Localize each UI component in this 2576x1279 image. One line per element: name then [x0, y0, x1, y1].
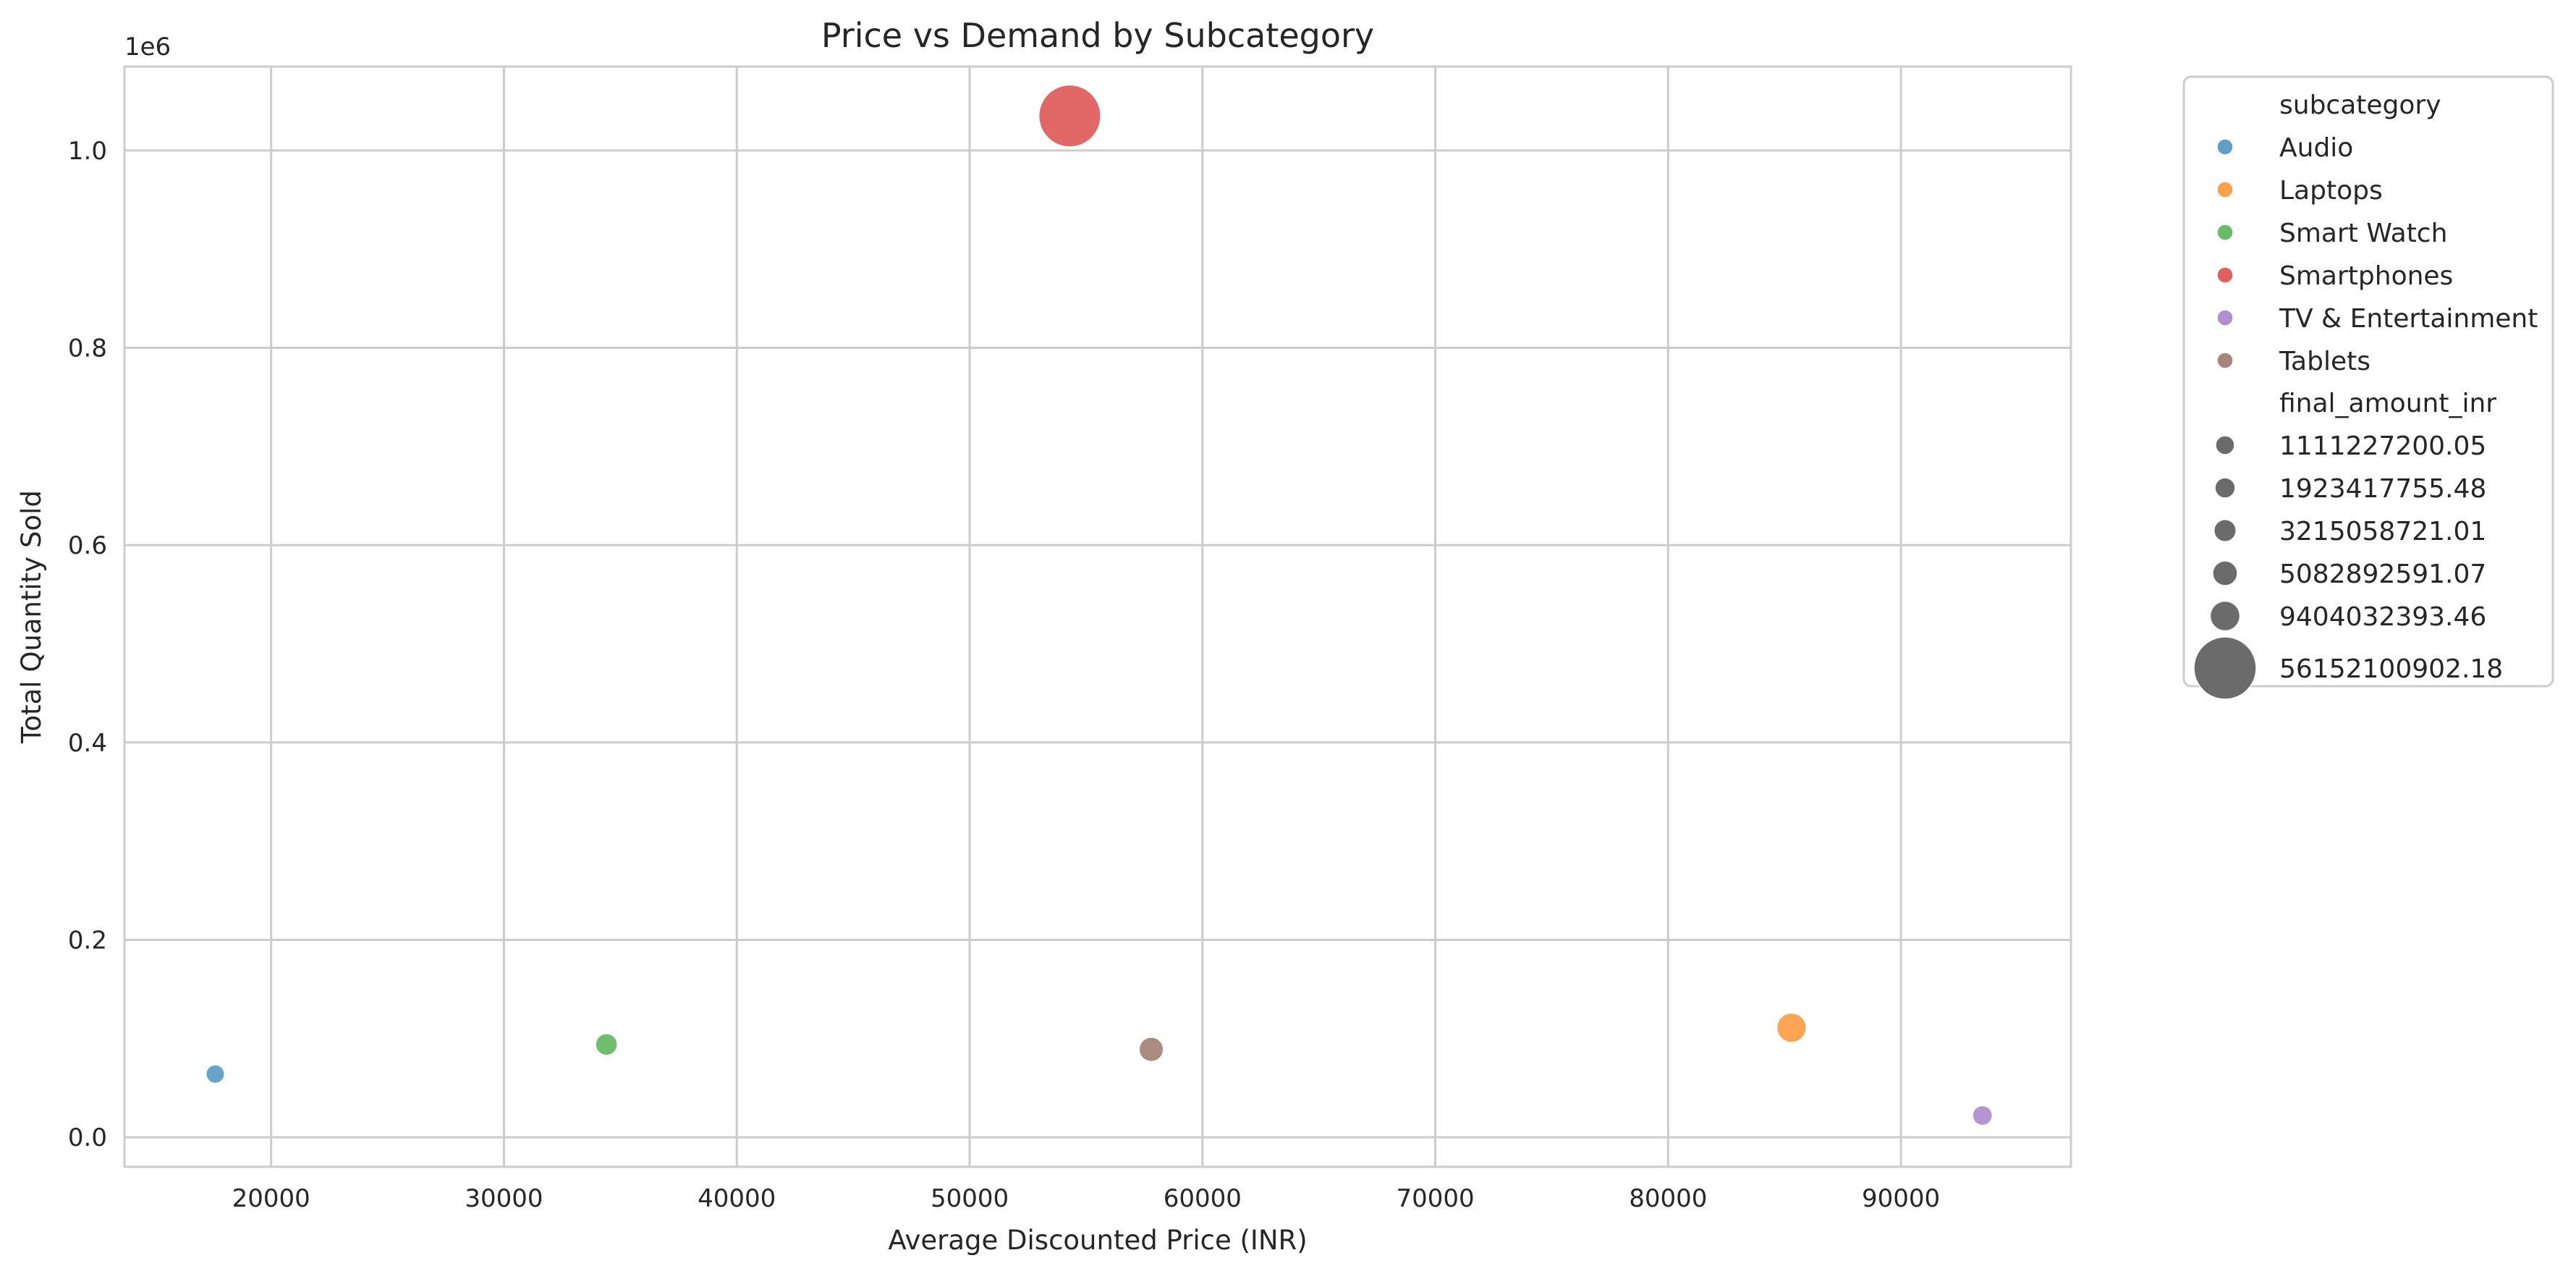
legend-marker-laptops: [2216, 181, 2234, 198]
y-tick-label: 0.8: [68, 334, 107, 363]
x-axis-label: Average Discounted Price (INR): [888, 1225, 1307, 1256]
legend-marker-tv-entertainment: [2216, 309, 2234, 326]
x-tick-label: 40000: [698, 1184, 776, 1213]
x-tick-label: 90000: [1862, 1184, 1940, 1213]
plot-frame: [123, 65, 2072, 1168]
legend-marker-tablets: [2216, 352, 2234, 369]
legend-size-label: 1923417755.48: [2279, 474, 2486, 504]
y-tick-label: 0.0: [68, 1123, 107, 1152]
legend: subcategory final_amount_inr Audio Laptop…: [2182, 75, 2554, 700]
legend-size-marker: [2193, 636, 2257, 700]
x-tick-label: 30000: [465, 1184, 543, 1213]
legend-size-marker: [2213, 518, 2237, 543]
legend-marker-audio: [2216, 138, 2234, 156]
legend-size-title: final_amount_inr: [2279, 389, 2496, 418]
legend-size-label: 5082892591.07: [2279, 560, 2486, 589]
legend-size-label: 1111227200.05: [2279, 431, 2486, 461]
legend-size-marker: [2209, 600, 2241, 632]
y-axis-offset-label: 1e6: [124, 33, 171, 62]
x-tick-label: 70000: [1396, 1184, 1474, 1213]
legend-size-label: 56152100902.18: [2279, 654, 2503, 684]
x-tick-label: 20000: [232, 1184, 310, 1213]
legend-size-marker: [2212, 560, 2238, 586]
legend-marker-smartphones: [2216, 266, 2234, 284]
x-tick-label: 60000: [1164, 1184, 1242, 1213]
data-point-tablets: [1137, 1036, 1165, 1063]
legend-frame: [2182, 75, 2554, 688]
y-tick-label: 1.0: [68, 137, 107, 166]
x-tick-label: 80000: [1629, 1184, 1707, 1213]
legend-label-smart-watch: Smart Watch: [2279, 219, 2447, 248]
legend-label-audio: Audio: [2279, 133, 2353, 163]
data-point-audio: [205, 1063, 226, 1084]
chart-title: Price vs Demand by Subcategory: [821, 16, 1374, 55]
y-tick-label: 0.4: [68, 729, 107, 758]
data-point-smartphones: [1038, 84, 1102, 148]
legend-label-smartphones: Smartphones: [2279, 261, 2453, 291]
legend-size-marker: [2214, 477, 2236, 499]
legend-size-marker: [2215, 435, 2235, 455]
y-axis-label: Total Quantity Sold: [16, 490, 47, 744]
legend-label-laptops: Laptops: [2279, 176, 2383, 206]
legend-label-tablets: Tablets: [2279, 347, 2370, 376]
legend-hue-title: subcategory: [2279, 90, 2441, 120]
legend-size-label: 9404032393.46: [2279, 602, 2486, 632]
y-tick-label: 0.6: [68, 531, 107, 560]
data-point-tv-entertainment: [1971, 1105, 1994, 1127]
legend-size-label: 3215058721.01: [2279, 517, 2486, 546]
y-tick-label: 0.2: [68, 926, 107, 955]
legend-marker-smart-watch: [2216, 224, 2234, 241]
data-point-laptops: [1776, 1012, 1808, 1044]
data-point-smart-watch: [594, 1032, 619, 1057]
x-tick-label: 50000: [931, 1184, 1009, 1213]
legend-label-tv-entertainment: TV & Entertainment: [2279, 304, 2538, 334]
